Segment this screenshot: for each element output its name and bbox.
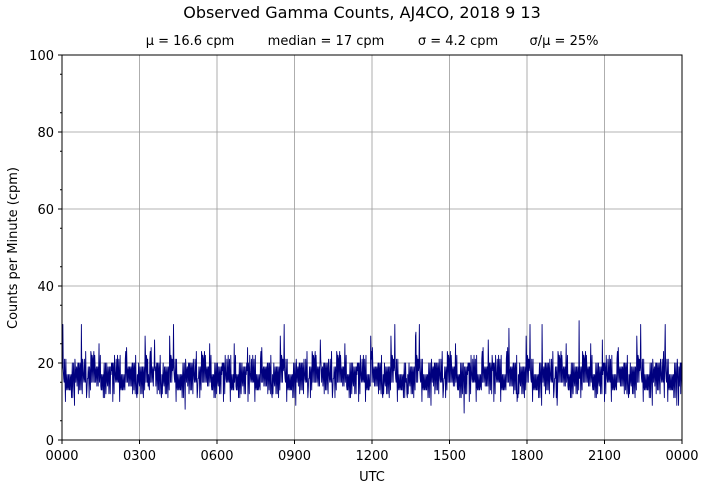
y-tick-label: 60	[37, 203, 54, 218]
subtitle-ratio: σ/μ = 25%	[530, 34, 599, 49]
x-tick-label: 1500	[433, 449, 466, 464]
y-tick-label: 0	[46, 434, 54, 449]
x-tick-label: 0900	[278, 449, 311, 464]
x-tick-label: 0300	[123, 449, 156, 464]
x-tick-labels: 0000 0300 0600 0900 1200 1500 1800 2100 0000	[45, 449, 698, 464]
subtitle-mean: μ = 16.6 cpm	[146, 34, 235, 49]
subtitle-median: median = 17 cpm	[268, 34, 385, 49]
x-axis-label: UTC	[359, 470, 385, 485]
axis-ticks	[58, 54, 683, 444]
gamma-counts-line	[61, 320, 683, 414]
x-tick-label: 1200	[355, 449, 388, 464]
y-axis-label: Counts per Minute (cpm)	[6, 167, 21, 329]
subtitle-sigma: σ = 4.2 cpm	[418, 34, 498, 49]
grid-lines	[62, 55, 682, 440]
y-tick-label: 100	[29, 49, 54, 64]
series-layer	[61, 320, 683, 414]
y-tick-label: 20	[37, 357, 54, 372]
x-tick-label: 0600	[200, 449, 233, 464]
x-tick-label: 1800	[510, 449, 543, 464]
y-tick-labels: 0 20 40 60 80 100	[29, 49, 54, 449]
x-tick-label: 0000	[45, 449, 78, 464]
y-tick-label: 40	[37, 280, 54, 295]
x-tick-label: 0000	[665, 449, 698, 464]
x-tick-label: 2100	[588, 449, 621, 464]
chart-title: Observed Gamma Counts, AJ4CO, 2018 9 13	[183, 3, 541, 22]
chart-subtitle: μ = 16.6 cpm median = 17 cpm σ = 4.2 cpm…	[146, 34, 599, 49]
y-tick-label: 80	[37, 126, 54, 141]
